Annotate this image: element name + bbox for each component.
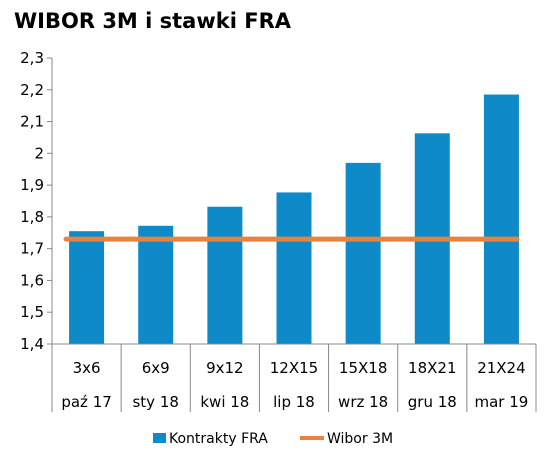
y-tick-label: 2,2: [20, 81, 44, 99]
y-tick-label: 1,6: [20, 271, 44, 289]
x-axis: 3x6 6x9 9x12 12X15 15X18 18X21 21X24 paź 17 sty …: [51, 343, 537, 412]
y-tick-label: 1,4: [20, 335, 44, 353]
legend: Kontrakty FRA Wibor 3M: [153, 431, 393, 447]
bar-21x24: [483, 94, 519, 345]
bar-9x12: [207, 206, 243, 344]
x-category-label: 6x9: [142, 359, 170, 377]
legend-swatch-kontrakty-fra: [153, 433, 166, 443]
x-category-label: 18X21: [408, 359, 456, 377]
bar-12x15: [276, 192, 312, 344]
x-subcategory-label: gru 18: [408, 393, 457, 411]
bar-6x9: [138, 225, 174, 344]
x-subcategory-label: paź 17: [61, 393, 111, 411]
y-tick-label: 2,3: [20, 49, 44, 67]
x-subcategory-label: lip 18: [273, 393, 315, 411]
legend-label-kontrakty-fra: Kontrakty FRA: [169, 431, 268, 447]
y-tick-label: 2,1: [20, 113, 44, 131]
x-category-label: 3x6: [73, 359, 101, 377]
y-tick-label: 2: [34, 144, 44, 162]
x-category-label: 15X18: [339, 359, 387, 377]
y-tick-label: 1,7: [20, 240, 44, 258]
y-tick-label: 1,8: [20, 208, 44, 226]
x-subcategory-label: kwi 18: [200, 393, 249, 411]
x-subcategory-label: wrz 18: [338, 393, 388, 411]
bars: [69, 94, 519, 345]
x-category-label: 9x12: [206, 359, 244, 377]
x-subcategory-label: mar 19: [475, 393, 529, 411]
legend-label-wibor-3m: Wibor 3M: [327, 431, 393, 447]
bar-3x6: [69, 231, 105, 344]
bar-15x18: [345, 162, 381, 344]
y-tick-label: 1,9: [20, 176, 44, 194]
chart-title: WIBOR 3M i stawki FRA: [14, 9, 291, 33]
x-category-label: 21X24: [477, 359, 525, 377]
y-axis: 1,4 1,5 1,6 1,7 1,8 1,9 2 2,1 2,2 2,3: [20, 49, 53, 353]
y-tick-label: 1,5: [20, 303, 44, 321]
x-category-label: 12X15: [270, 359, 318, 377]
x-subcategory-label: sty 18: [132, 393, 178, 411]
